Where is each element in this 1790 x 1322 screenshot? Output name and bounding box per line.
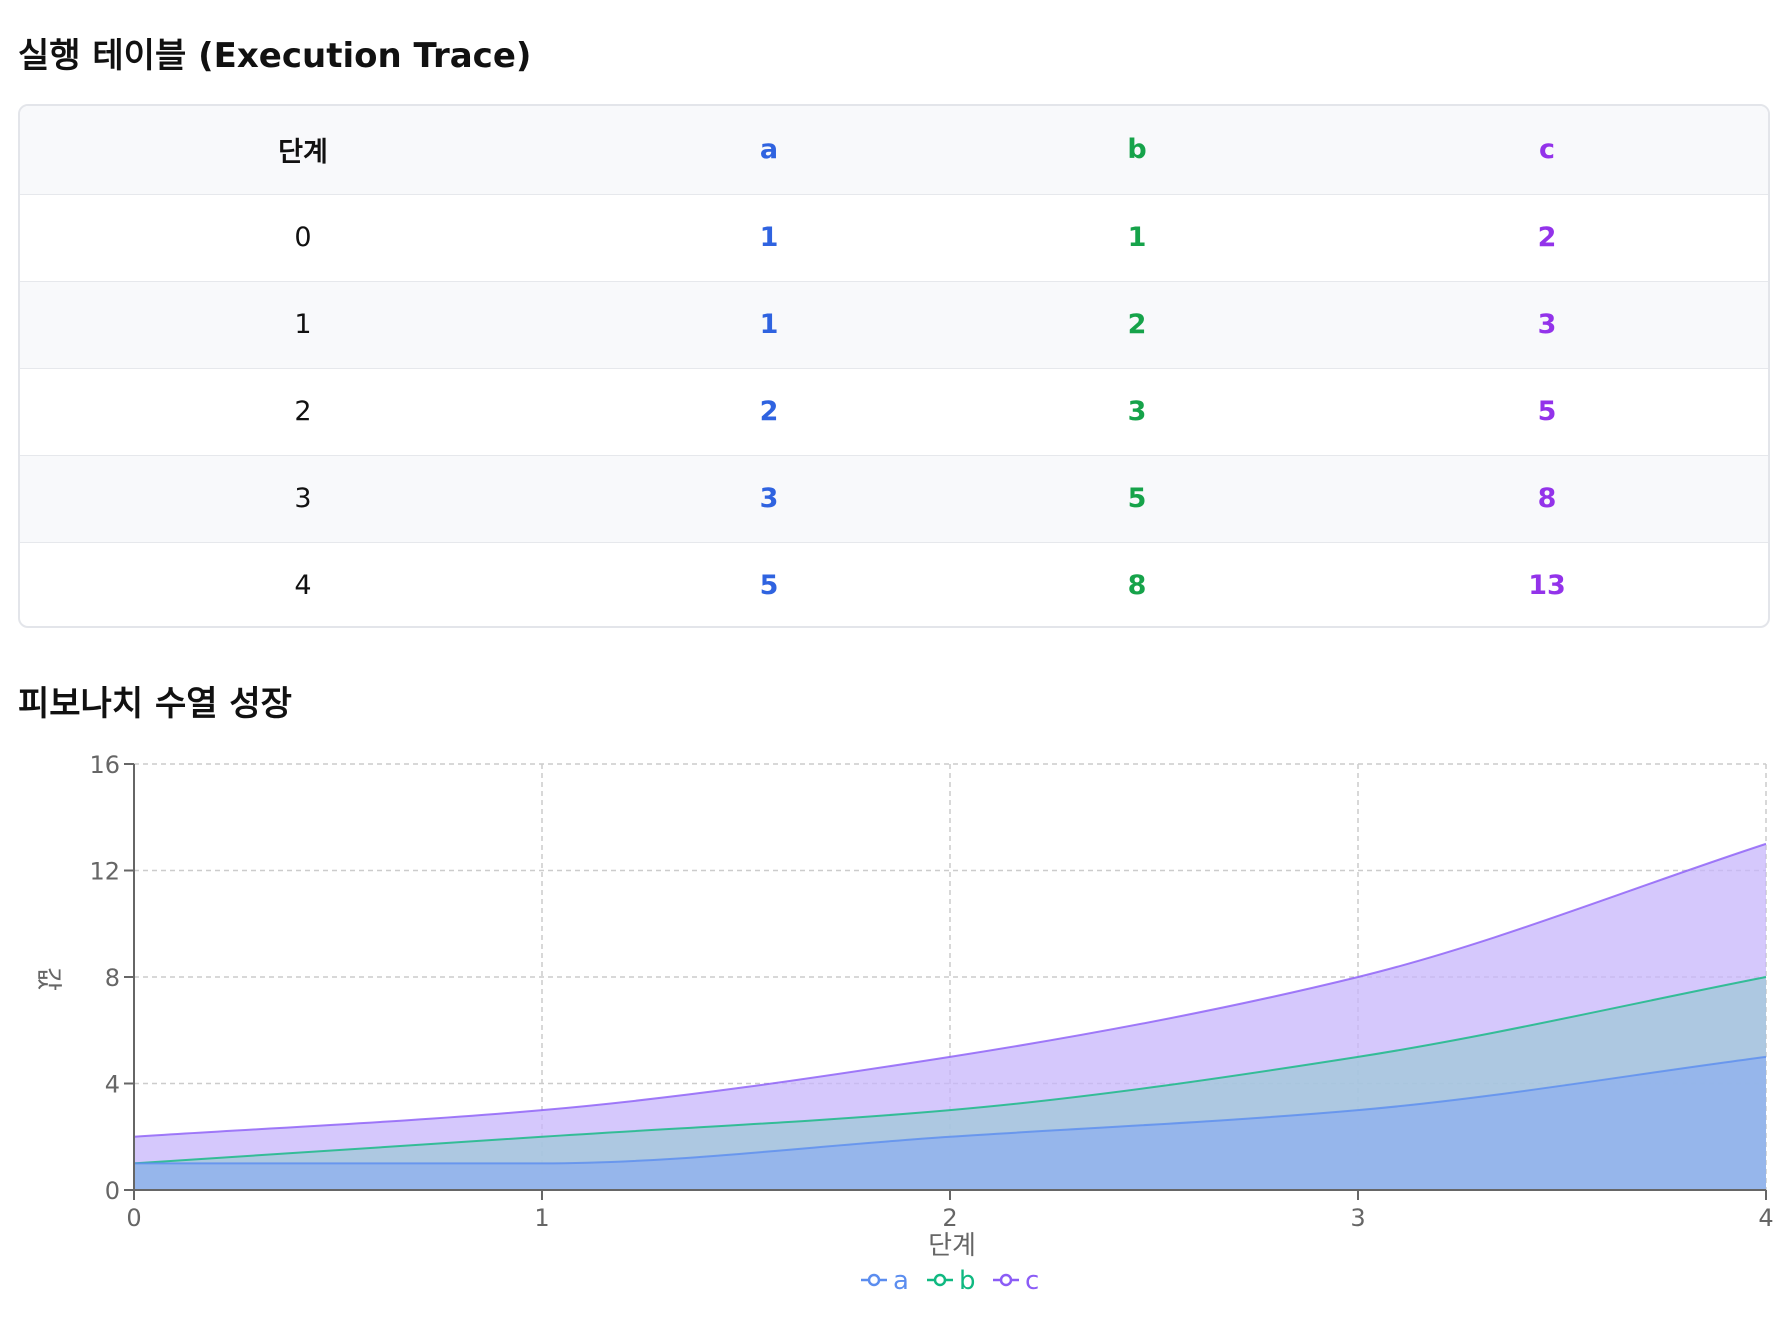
table-header-row: 단계 a b c (20, 106, 1768, 194)
series-a-line (134, 1055, 1767, 1165)
table-row: 1 1 2 3 (20, 281, 1768, 368)
cell-step: 3 (294, 483, 312, 514)
cell-b: 5 (1127, 483, 1147, 514)
cell-b: 1 (1127, 222, 1147, 253)
cell-c: 2 (1537, 222, 1557, 253)
execution-trace-table: 단계 a b c 0 1 1 2 1 1 2 3 2 2 3 (18, 104, 1770, 628)
legend-a-marker (867, 1273, 881, 1287)
cell-c: 13 (1528, 570, 1566, 602)
header-c: c (1538, 134, 1555, 166)
header-a: a (759, 134, 779, 166)
cell-step: 0 (294, 222, 312, 253)
x-tick-label: 4 (1758, 1204, 1773, 1232)
cell-c: 8 (1537, 483, 1557, 514)
legend-b-marker (933, 1273, 947, 1287)
x-tick-label: 1 (534, 1204, 549, 1232)
legend-b-label: b (959, 1266, 976, 1296)
y-axis-title: 값 (33, 967, 63, 991)
cell-a: 2 (759, 396, 779, 427)
header-step: 단계 (278, 137, 328, 169)
cell-b: 2 (1127, 309, 1147, 340)
y-tick-label: 12 (89, 858, 120, 886)
cell-a: 5 (759, 570, 779, 602)
trace-title: 실행 테이블 (Execution Trace) (18, 36, 532, 76)
y-tick-label: 4 (105, 1071, 120, 1099)
series-a-area (134, 1056, 1766, 1190)
cell-step: 1 (294, 309, 312, 340)
legend-c-marker (999, 1273, 1013, 1287)
x-axis-title: 단계 (928, 1231, 976, 1261)
cell-c: 3 (1537, 309, 1557, 340)
y-tick-label: 0 (105, 1177, 120, 1205)
cell-a: 1 (759, 309, 779, 340)
cell-a: 3 (759, 483, 779, 514)
table-row: 3 3 5 8 (20, 455, 1768, 542)
legend-c-label: c (1025, 1266, 1039, 1296)
x-tick-label: 0 (126, 1204, 141, 1232)
fibonacci-area-chart: 0 4 8 12 16 0 1 2 3 4 단계 값 a b c (0, 740, 1790, 1300)
header-b: b (1127, 134, 1147, 166)
cell-step: 4 (294, 570, 312, 602)
table-row: 0 1 1 2 (20, 194, 1768, 281)
legend-a-label: a (893, 1266, 909, 1296)
cell-c: 5 (1537, 396, 1557, 427)
cell-b: 8 (1127, 570, 1147, 602)
y-tick-label: 16 (89, 751, 120, 779)
cell-b: 3 (1127, 396, 1147, 427)
table-row: 4 5 8 13 (20, 542, 1768, 626)
x-tick-label: 2 (942, 1204, 957, 1232)
cell-step: 2 (294, 396, 312, 427)
y-tick-label: 8 (105, 964, 120, 992)
x-tick-label: 3 (1350, 1204, 1365, 1232)
chart-title: 피보나치 수열 성장 (18, 684, 292, 724)
table-row: 2 2 3 5 (20, 368, 1768, 455)
cell-a: 1 (759, 222, 779, 253)
series-c-line (133, 842, 1767, 1138)
series-b-line (133, 976, 1767, 1165)
